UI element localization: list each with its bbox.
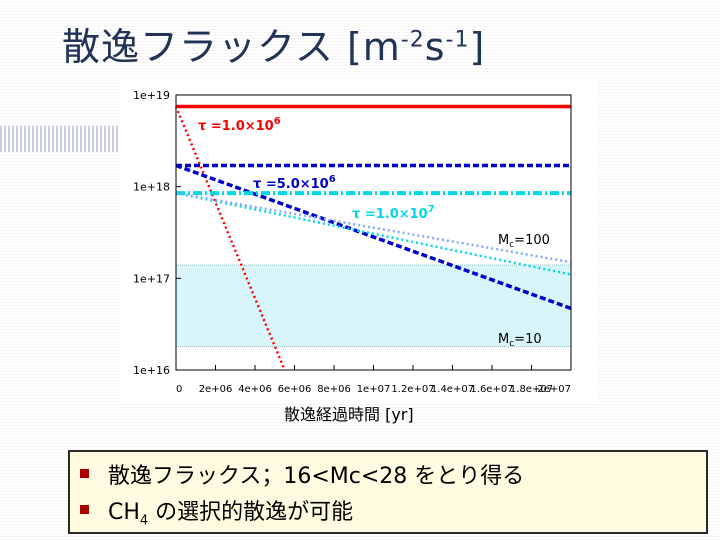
- title-mid: s: [424, 25, 446, 69]
- title-sup2: -1: [445, 27, 470, 53]
- title-end: ]: [469, 25, 486, 69]
- annotation-tau-1e6: τ =1.0×106: [198, 116, 281, 134]
- bullet-2-post: の選択的散逸が可能: [148, 500, 354, 525]
- annotation-tau-1e7: τ =1.0×107: [352, 204, 435, 222]
- x-axis-title: 散逸経過時間 [yr]: [284, 405, 414, 424]
- title-main: 散逸フラックス [m: [62, 25, 401, 69]
- x-tick-label: 6e+06: [278, 384, 312, 395]
- decorative-side-bar: [0, 126, 122, 152]
- series-lines: [174, 104, 572, 371]
- series-line-tau_5e6-dashed: [175, 163, 572, 311]
- mc-label-10: Mc=10: [498, 332, 542, 349]
- title-sup1: -2: [400, 27, 425, 53]
- annotation-tau-5e6: τ =5.0×106: [253, 174, 336, 192]
- plot-background: [120, 78, 598, 402]
- y-tick-label: 1e+16: [133, 364, 170, 377]
- x-tick-label: 1.2e+07: [391, 384, 434, 395]
- mc-label-100: Mc=100: [498, 233, 550, 250]
- y-tick-label: 1e+19: [133, 89, 170, 102]
- y-tick-label: 1e+17: [133, 272, 170, 285]
- x-tick-label: 8e+06: [317, 384, 351, 395]
- x-tick-label: 1.6e+07: [470, 384, 513, 395]
- x-tick-label: 1e+07: [357, 384, 391, 395]
- slide-title: 散逸フラックス [m-2s-1]: [62, 16, 485, 71]
- y-tick-labels: 1e+19 1e+18 1e+17 1e+16: [133, 89, 181, 377]
- x-tick-label: 1.4e+07: [431, 384, 474, 395]
- x-tick-label: 2e+07: [537, 384, 571, 395]
- series-line-tau_1e7-dotted: [175, 191, 572, 264]
- bullet-square-icon: [80, 505, 89, 514]
- bullet-square-icon: [80, 469, 89, 478]
- x-tick-label: 0: [176, 384, 182, 395]
- x-tick-label: 4e+06: [238, 384, 272, 395]
- x-tick-labels: 0 2e+06 4e+06 6e+06 8e+06 1e+07 1.2e+071.4e+07…: [175, 365, 572, 395]
- series-line-tau_1e7-dotted: [175, 191, 572, 276]
- x-tick-label: 2e+06: [199, 384, 233, 395]
- y-tick-label: 1e+18: [133, 181, 170, 194]
- bullet-text-1: 散逸フラックス；16<Mc<28 をとり得る: [108, 464, 525, 489]
- bullet-2-sub: 4: [139, 513, 149, 529]
- mc-band: [176, 264, 571, 347]
- bullet-2-pre: CH: [108, 500, 140, 525]
- bullet-text-2: CH4 の選択的散逸が可能: [108, 494, 353, 528]
- x-tick-label: 1.8e+07: [510, 384, 553, 395]
- summary-box: 散逸フラックス；16<Mc<28 をとり得る CH4 の選択的散逸が可能: [68, 450, 708, 534]
